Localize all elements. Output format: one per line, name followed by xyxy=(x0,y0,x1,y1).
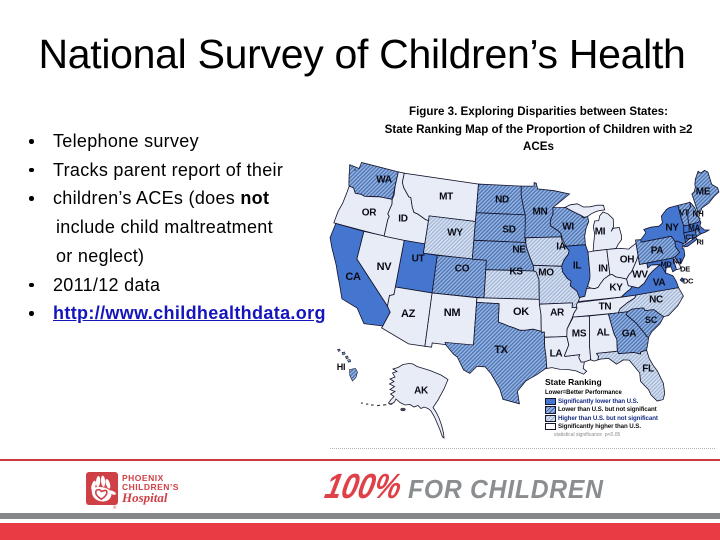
svg-text:DC: DC xyxy=(683,277,694,286)
svg-text:OR: OR xyxy=(362,208,377,219)
svg-text:LA: LA xyxy=(550,349,563,360)
svg-text:MO: MO xyxy=(538,268,554,279)
svg-text:MN: MN xyxy=(533,207,548,218)
svg-text:RI: RI xyxy=(697,238,704,247)
svg-text:NM: NM xyxy=(444,307,461,319)
svg-text:TX: TX xyxy=(494,344,508,356)
svg-text:SC: SC xyxy=(645,315,658,325)
svg-text:UT: UT xyxy=(412,254,425,265)
svg-text:WY: WY xyxy=(447,228,463,239)
svg-text:CO: CO xyxy=(455,264,470,275)
svg-text:SD: SD xyxy=(502,225,515,236)
svg-text:NE: NE xyxy=(512,245,526,256)
svg-text:TN: TN xyxy=(599,302,612,313)
svg-text:MI: MI xyxy=(595,227,606,238)
svg-text:VT: VT xyxy=(679,209,689,218)
svg-text:DE: DE xyxy=(680,265,690,274)
svg-text:NY: NY xyxy=(665,223,679,234)
svg-text:WA: WA xyxy=(376,175,392,186)
svg-text:AK: AK xyxy=(414,386,429,397)
svg-text:NJ: NJ xyxy=(673,257,682,266)
svg-text:CT: CT xyxy=(685,233,695,242)
svg-text:ND: ND xyxy=(495,195,509,206)
svg-text:WI: WI xyxy=(562,222,574,233)
svg-text:IN: IN xyxy=(598,264,607,275)
svg-text:VA: VA xyxy=(653,278,666,289)
svg-text:GA: GA xyxy=(622,329,636,340)
svg-text:WV: WV xyxy=(632,270,648,281)
svg-text:KS: KS xyxy=(509,267,523,278)
svg-text:OH: OH xyxy=(620,255,634,266)
svg-text:MT: MT xyxy=(439,192,453,203)
svg-text:CA: CA xyxy=(345,271,361,283)
svg-text:AZ: AZ xyxy=(401,308,416,320)
svg-text:NV: NV xyxy=(377,261,393,273)
svg-text:ME: ME xyxy=(696,187,711,198)
svg-text:ID: ID xyxy=(398,214,407,225)
svg-text:IA: IA xyxy=(556,242,565,253)
svg-text:FL: FL xyxy=(642,364,654,375)
svg-text:NH: NH xyxy=(693,210,704,219)
svg-text:AL: AL xyxy=(597,328,610,339)
svg-text:MA: MA xyxy=(688,224,700,233)
svg-text:MD: MD xyxy=(660,260,672,269)
svg-text:PA: PA xyxy=(651,246,664,257)
svg-text:MS: MS xyxy=(572,329,587,340)
svg-text:KY: KY xyxy=(609,283,623,294)
svg-text:IL: IL xyxy=(573,261,581,272)
svg-text:NC: NC xyxy=(649,295,663,306)
svg-text:HI: HI xyxy=(337,362,345,372)
svg-text:OK: OK xyxy=(513,306,529,318)
svg-text:AR: AR xyxy=(550,308,565,319)
